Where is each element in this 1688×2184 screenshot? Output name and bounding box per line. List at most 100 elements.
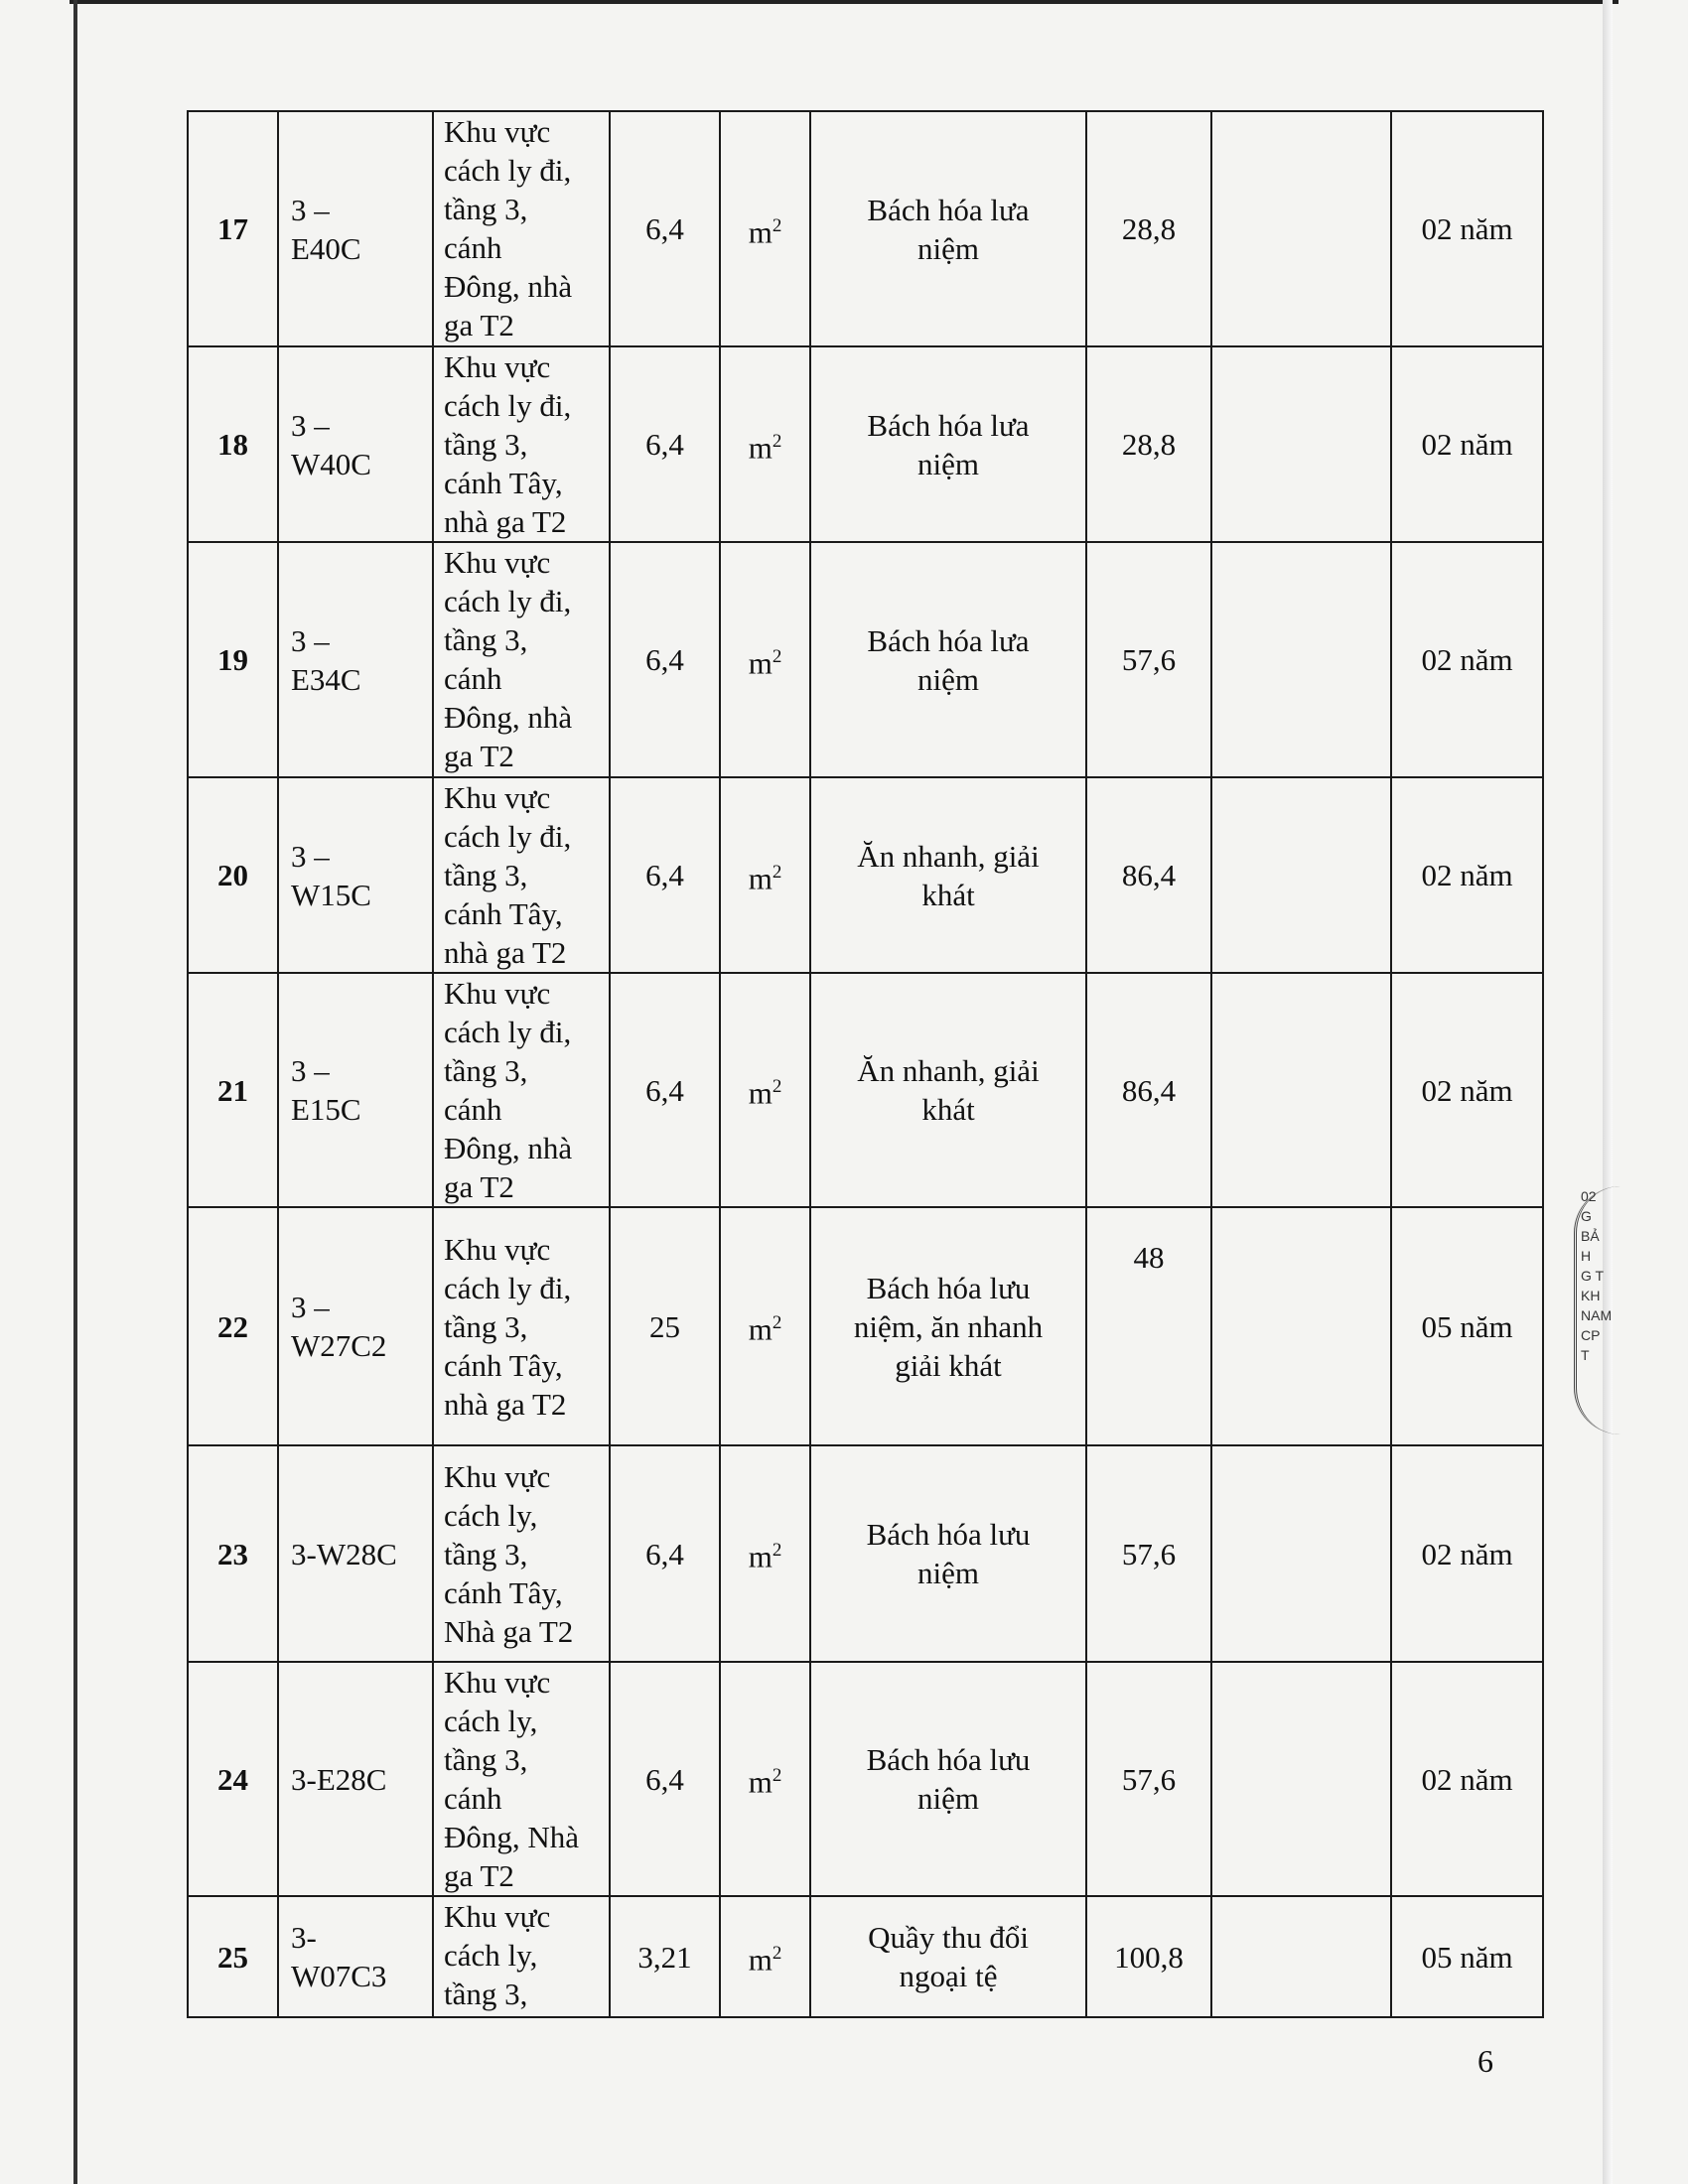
table-row: 21 3 – E15C Khu vực cách ly đi, tầng 3, cá… [187, 972, 1544, 1208]
unit: m2 [719, 1895, 811, 2018]
unit-text: m [748, 861, 773, 896]
scan-right-edge [1603, 0, 1613, 2184]
lease-term: 02 năm [1390, 1661, 1544, 1897]
price: 28,8 [1085, 345, 1212, 543]
area: 6,4 [609, 1661, 721, 1897]
location: Khu vực cách ly đi, tầng 3, cánh Đông, n… [432, 541, 611, 778]
table-row: 25 3- W07C3 Khu vực cách ly, tầng 3, 3,21 m2… [187, 1895, 1544, 2018]
unit-exponent: 2 [772, 1540, 782, 1562]
table-row: 19 3 – E34C Khu vực cách ly đi, tầng 3, cá… [187, 541, 1544, 778]
lease-term: 02 năm [1390, 345, 1544, 543]
kiosk-code: 3 – E15C [277, 972, 434, 1208]
kiosk-code: 3 – W40C [277, 345, 434, 543]
lease-term: 02 năm [1390, 1444, 1544, 1663]
location: Khu vực cách ly, tầng 3, cánh Đông, Nhà … [432, 1661, 611, 1897]
unit-exponent: 2 [772, 1076, 782, 1098]
location: Khu vực cách ly đi, tầng 3, cánh Đông, n… [432, 972, 611, 1208]
page-number: 6 [1477, 2043, 1493, 2079]
unit: m2 [719, 1444, 811, 1663]
unit-text: m [748, 1539, 773, 1574]
unit-exponent: 2 [772, 645, 782, 667]
kiosk-code: 3 – W27C2 [277, 1206, 434, 1446]
unit-text: m [748, 1942, 773, 1978]
unit: m2 [719, 1206, 811, 1446]
purpose: Bách hóa lưa niệm [809, 110, 1087, 347]
area: 3,21 [609, 1895, 721, 2018]
lease-term: 02 năm [1390, 776, 1544, 974]
row-number: 18 [187, 345, 279, 543]
scan-left-edge [73, 0, 77, 2184]
table-row: 20 3 – W15C Khu vực cách ly đi, tầng 3, cá… [187, 776, 1544, 974]
location: Khu vực cách ly, tầng 3, cánh Tây, Nhà g… [432, 1444, 611, 1663]
kiosk-code: 3 – W15C [277, 776, 434, 974]
scan-top-border [70, 0, 1618, 4]
row-number: 20 [187, 776, 279, 974]
unit-exponent: 2 [772, 1943, 782, 1965]
purpose: Ăn nhanh, giải khát [809, 972, 1087, 1208]
area: 6,4 [609, 110, 721, 347]
row-number: 23 [187, 1444, 279, 1663]
unit-exponent: 2 [772, 1312, 782, 1334]
unit-text: m [748, 214, 773, 250]
price: 100,8 [1085, 1895, 1212, 2018]
price: 86,4 [1085, 972, 1212, 1208]
table-row: 18 3 – W40C Khu vực cách ly đi, tầng 3, cá… [187, 345, 1544, 543]
unit: m2 [719, 776, 811, 974]
price: 48 [1085, 1206, 1212, 1446]
purpose: Bách hóa lưa niệm [809, 541, 1087, 778]
unit: m2 [719, 972, 811, 1208]
empty-cell [1210, 972, 1392, 1208]
empty-cell [1210, 1444, 1392, 1663]
row-number: 19 [187, 541, 279, 778]
row-number: 22 [187, 1206, 279, 1446]
row-number: 17 [187, 110, 279, 347]
empty-cell [1210, 776, 1392, 974]
table-row: 17 3 – E40C Khu vực cách ly đi, tầng 3, cá… [187, 110, 1544, 347]
unit-exponent: 2 [772, 861, 782, 883]
unit-text: m [748, 1764, 773, 1800]
unit-text: m [748, 1311, 773, 1347]
price: 28,8 [1085, 110, 1212, 347]
lease-term: 05 năm [1390, 1206, 1544, 1446]
area: 6,4 [609, 1444, 721, 1663]
unit-exponent: 2 [772, 430, 782, 452]
area: 6,4 [609, 776, 721, 974]
unit-exponent: 2 [772, 1765, 782, 1787]
location: Khu vực cách ly đi, tầng 3, cánh Đông, n… [432, 110, 611, 347]
seal-stamp: 02 G BẢ H G T KH NAM CP T [1574, 1186, 1620, 1434]
table-row: 22 3 – W27C2 Khu vực cách ly đi, tầng 3, c… [187, 1206, 1544, 1446]
purpose: Bách hóa lưu niệm, ăn nhanh giải khát [809, 1206, 1087, 1446]
empty-cell [1210, 541, 1392, 778]
lease-term: 02 năm [1390, 110, 1544, 347]
purpose: Quầy thu đổi ngoại tệ [809, 1895, 1087, 2018]
area: 6,4 [609, 972, 721, 1208]
price: 57,6 [1085, 1661, 1212, 1897]
row-number: 24 [187, 1661, 279, 1897]
empty-cell [1210, 1661, 1392, 1897]
row-number: 21 [187, 972, 279, 1208]
unit-text: m [748, 645, 773, 681]
purpose: Bách hóa lưu niệm [809, 1444, 1087, 1663]
unit: m2 [719, 345, 811, 543]
kiosk-code: 3 – E34C [277, 541, 434, 778]
purpose: Bách hóa lưu niệm [809, 1661, 1087, 1897]
row-number: 25 [187, 1895, 279, 2018]
purpose: Ăn nhanh, giải khát [809, 776, 1087, 974]
empty-cell [1210, 1895, 1392, 2018]
location: Khu vực cách ly, tầng 3, [432, 1895, 611, 2018]
unit-text: m [748, 430, 773, 466]
unit: m2 [719, 541, 811, 778]
unit: m2 [719, 110, 811, 347]
table-row: 24 3-E28C Khu vực cách ly, tầng 3, cánh Đô… [187, 1661, 1544, 1897]
empty-cell [1210, 110, 1392, 347]
kiosk-code: 3 – E40C [277, 110, 434, 347]
lease-term: 02 năm [1390, 972, 1544, 1208]
location: Khu vực cách ly đi, tầng 3, cánh Tây, nh… [432, 345, 611, 543]
price: 57,6 [1085, 1444, 1212, 1663]
location: Khu vực cách ly đi, tầng 3, cánh Tây, nh… [432, 1206, 611, 1446]
unit: m2 [719, 1661, 811, 1897]
kiosk-code: 3-E28C [277, 1661, 434, 1897]
lease-table: 17 3 – E40C Khu vực cách ly đi, tầng 3, cá… [187, 110, 1544, 2018]
kiosk-code: 3-W28C [277, 1444, 434, 1663]
price: 57,6 [1085, 541, 1212, 778]
